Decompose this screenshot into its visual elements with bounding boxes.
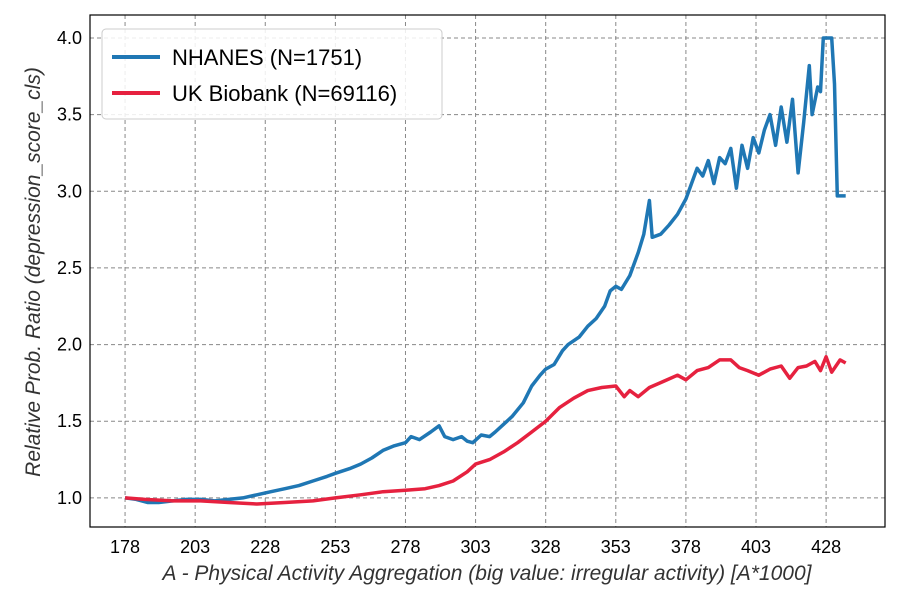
data-line [124, 355, 847, 506]
x-tick-label: 378 [671, 537, 701, 557]
x-tick-label: 278 [390, 537, 420, 557]
y-axis-label: Relative Prob. Ratio (depression_score_c… [22, 67, 45, 477]
x-tick-label: 403 [741, 537, 771, 557]
data-line [124, 36, 846, 505]
y-tick-label: 1.0 [57, 488, 82, 508]
legend-label: NHANES (N=1751) [172, 45, 362, 70]
y-tick-label: 2.0 [57, 335, 82, 355]
y-tick-label: 1.5 [57, 411, 82, 431]
y-tick-label: 3.5 [57, 105, 82, 125]
x-axis-label: A - Physical Activity Aggregation (big v… [161, 562, 813, 585]
y-tick-label: 2.5 [57, 258, 82, 278]
legend-label: UK Biobank (N=69116) [172, 81, 397, 106]
y-tick-label: 3.0 [57, 181, 82, 201]
x-tick-label: 428 [811, 537, 841, 557]
x-tick-label: 303 [461, 537, 491, 557]
legend: NHANES (N=1751) UK Biobank (N=69116) [101, 28, 443, 120]
plot-frame [89, 14, 886, 528]
x-tick-label: 353 [601, 537, 631, 557]
x-tick-label: 328 [531, 537, 561, 557]
x-tick-label: 178 [110, 537, 140, 557]
x-tick-label: 203 [180, 537, 210, 557]
x-tick-label: 253 [320, 537, 350, 557]
x-tick-label: 228 [250, 537, 280, 557]
legend-box [101, 28, 443, 120]
y-tick-label: 4.0 [57, 28, 82, 48]
